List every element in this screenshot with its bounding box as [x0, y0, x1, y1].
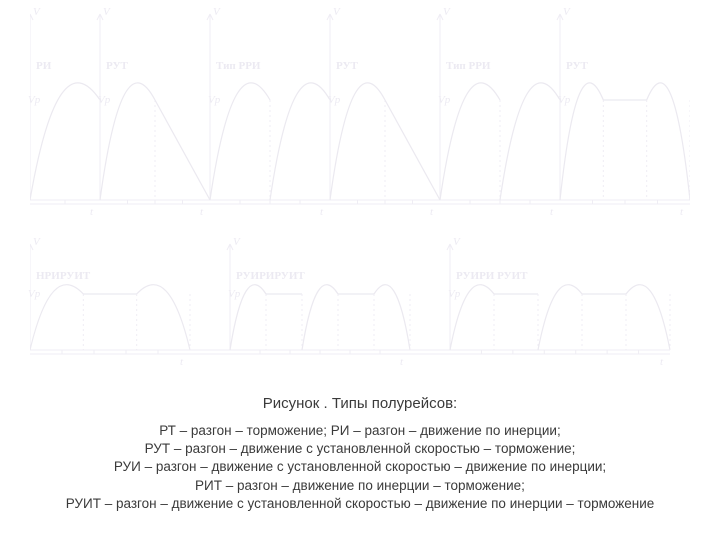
plot-label: t [200, 206, 203, 218]
plot-label: РУТ [336, 60, 358, 72]
plot-label: t [400, 356, 403, 368]
plot-label: V [443, 6, 450, 18]
plot-label: t [550, 206, 553, 218]
plot-label: V [33, 6, 40, 18]
caption-line: РУИ – разгон – движение с установленной … [40, 458, 680, 476]
plot-label: V [233, 236, 240, 248]
plot-label: Vр [228, 288, 240, 300]
caption-line: РУИТ – разгон – движение с установленной… [40, 495, 680, 513]
plot-label: t [320, 206, 323, 218]
figure-area: РИVVрtРУТVVрtТип РРИVVрtРУТVVрtТип РРИVV… [30, 10, 690, 380]
plot-label: V [453, 236, 460, 248]
plot-label: РУТ [106, 60, 128, 72]
plot-label: V [33, 236, 40, 248]
plot-label: Vр [28, 94, 40, 106]
plot-label: t [430, 206, 433, 218]
plot-label: Vр [208, 94, 220, 106]
caption-line: РТ – разгон – торможение; РИ – разгон – … [40, 422, 680, 440]
caption-body: РТ – разгон – торможение; РИ – разгон – … [0, 422, 720, 513]
caption-block: Рисунок . Типы полурейсов: РТ – разгон –… [0, 395, 720, 513]
plot-label: t [680, 206, 683, 218]
plot-label: РУТ [566, 60, 588, 72]
caption-title: Рисунок . Типы полурейсов: [0, 395, 720, 412]
caption-line: РУТ – разгон – движение с установленной … [40, 440, 680, 458]
plot-label: V [563, 6, 570, 18]
page: РИ V Vр t РУТ V Vр t Тип РРИ V Vр t РУТ V Vр t Тип РРИ V V… [0, 0, 720, 540]
plot-label: РУИРИРУИТ [236, 270, 305, 282]
plot-label: Vр [328, 94, 340, 106]
plot-label: t [180, 356, 183, 368]
plot-label: Vр [558, 94, 570, 106]
plot-label: Тип РРИ [446, 60, 490, 72]
plot-label: V [333, 6, 340, 18]
plot-label: V [213, 6, 220, 18]
plot-label: Vр [438, 94, 450, 106]
plot-label: Vр [98, 94, 110, 106]
caption-line: РИТ – разгон – движение по инерции – тор… [40, 477, 680, 495]
plot-label: Тип РРИ [216, 60, 260, 72]
figure-svg [30, 10, 690, 380]
plot-label: V [103, 6, 110, 18]
plot-label: t [660, 356, 663, 368]
plot-label: Vр [28, 288, 40, 300]
plot-label: НРИРУИТ [36, 270, 90, 282]
plot-label: РУИРИ РУИТ [456, 270, 528, 282]
plot-label: РИ [36, 60, 51, 72]
plot-label: Vр [448, 288, 460, 300]
plot-label: t [90, 206, 93, 218]
